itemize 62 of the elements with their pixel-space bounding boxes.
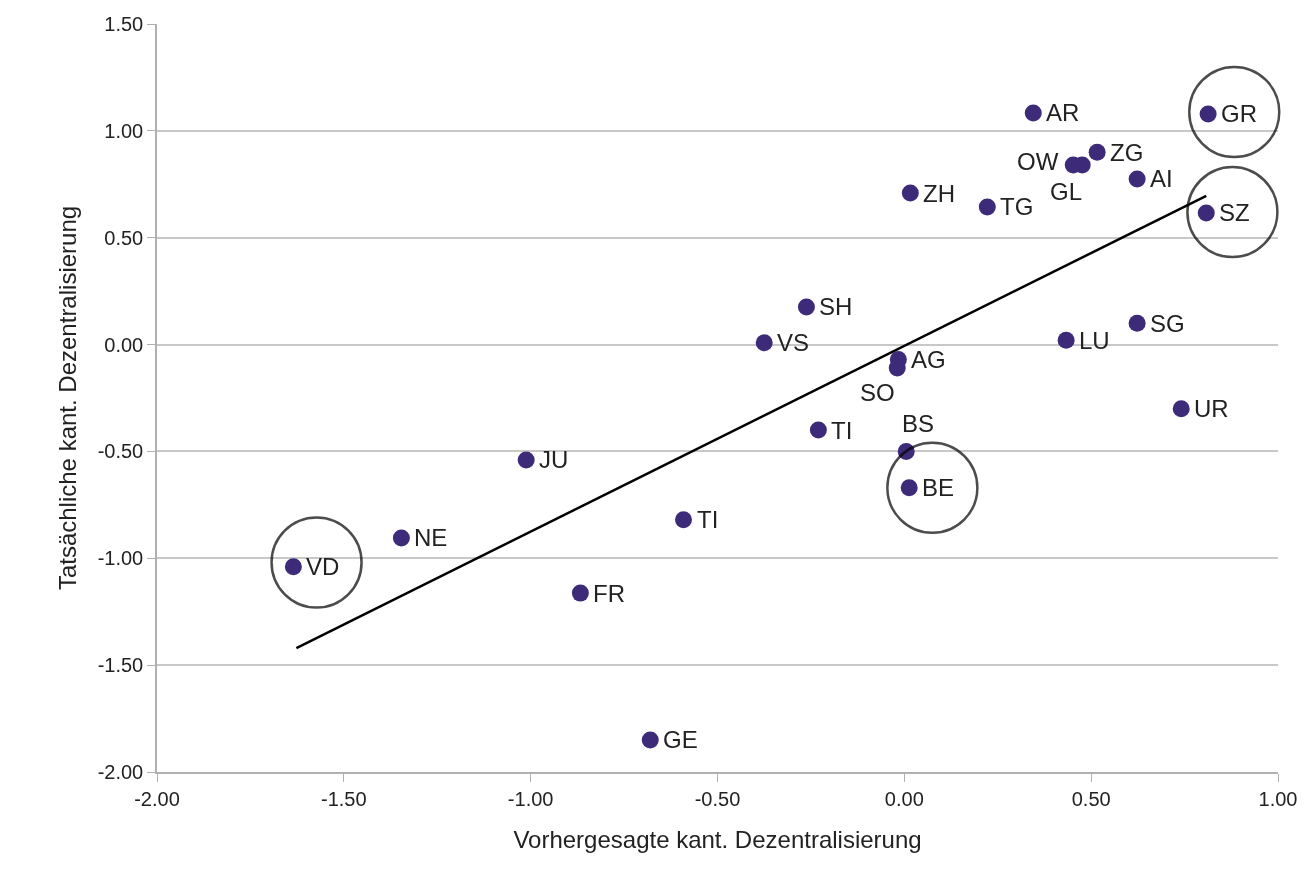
x-tick-label: 0.00: [884, 787, 924, 810]
annotation: TI: [831, 417, 853, 444]
annotation: SG: [1150, 310, 1185, 337]
y-tick-label: -1.50: [97, 654, 144, 677]
point: [1128, 170, 1146, 188]
annotation: LU: [1079, 327, 1110, 354]
annotation: VD: [306, 553, 340, 580]
x-tick-label: -2.00: [134, 787, 180, 810]
y-axis-title: Tatsächliche kant. Dezentralisierung: [54, 205, 82, 591]
annotation: GL: [1050, 178, 1083, 205]
annotation: OW: [1017, 148, 1059, 175]
annotation: GE: [663, 726, 698, 753]
point: [900, 479, 918, 497]
point: [1199, 105, 1217, 123]
point: [284, 558, 302, 576]
point: [571, 584, 589, 602]
y-tick-label: 1.00: [104, 119, 144, 142]
point: [1088, 143, 1106, 161]
annotation: SH: [819, 293, 853, 320]
y-tick-label: 0.00: [104, 333, 144, 356]
point: [1024, 104, 1042, 122]
y-tick-label: 1.50: [104, 13, 144, 35]
point: [1197, 204, 1215, 222]
annotation: ZH: [923, 180, 955, 207]
x-axis-title: Vorhergesagte kant. Dezentralisierung: [513, 825, 922, 853]
point: [1057, 331, 1075, 349]
annotation: SO: [860, 379, 895, 406]
x-tick-label: -1.50: [321, 787, 367, 810]
point: [392, 529, 410, 547]
annotation: AI: [1150, 165, 1173, 192]
annotation: ZG: [1110, 139, 1144, 166]
annotation: BE: [922, 474, 955, 501]
point: [809, 421, 827, 439]
point: [797, 298, 815, 316]
annotation: BS: [902, 410, 935, 437]
annotation: SZ: [1219, 199, 1250, 226]
annotation: TI: [697, 506, 719, 533]
annotation: VS: [777, 329, 810, 356]
y-tick-label: 0.50: [104, 226, 144, 249]
point: [517, 451, 535, 469]
point: [1172, 400, 1190, 418]
y-tick-label: -2.00: [97, 761, 144, 783]
annotation: AR: [1046, 99, 1080, 126]
annotation: TG: [1000, 193, 1034, 220]
annotation: UR: [1194, 395, 1229, 422]
point: [641, 731, 659, 749]
y-tick-label: -0.50: [97, 440, 144, 463]
annotation: JU: [539, 446, 569, 473]
point: [755, 334, 773, 352]
annotation: AG: [911, 346, 946, 373]
point: [901, 184, 919, 202]
x-tick-label: -1.00: [507, 787, 554, 810]
x-tick-label: -0.50: [694, 787, 741, 810]
y-tick-label: -1.00: [97, 547, 144, 570]
point: [978, 198, 996, 216]
point: [1128, 314, 1146, 332]
annotation: NE: [414, 524, 448, 551]
annotation: GR: [1221, 100, 1257, 127]
annotation: FR: [593, 580, 625, 607]
x-tick-label: 0.50: [1071, 787, 1111, 810]
point: [675, 511, 692, 529]
x-tick-label: 1.00: [1258, 787, 1298, 810]
